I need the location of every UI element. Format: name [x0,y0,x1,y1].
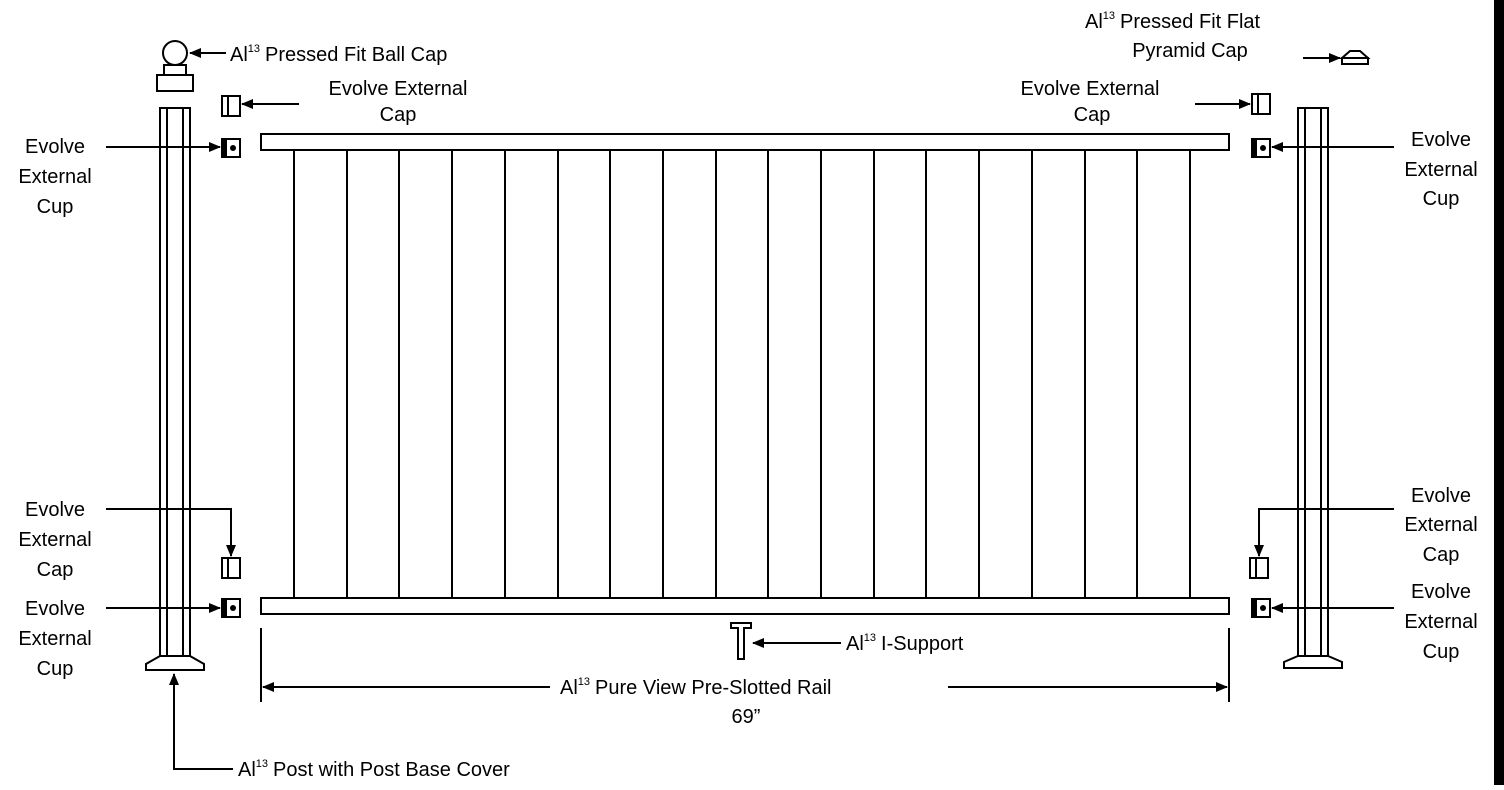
right-post [1297,107,1329,657]
pyramid-cap-label-line2: Pyramid Cap [1132,40,1248,62]
external-cap-icon [1249,557,1269,579]
left-post [159,107,191,657]
external-cup-icon [1251,598,1271,618]
external-cup-icon [1251,138,1271,158]
ext-cup-bottom-left-label-line1: Evolve [25,598,85,620]
ext-cup-bottom-left-label-line3: Cup [37,658,74,680]
bottom-rail [260,597,1230,615]
ext-cup-bottom-right-label-line3: Cup [1423,641,1460,663]
ext-cup-top-left-label-line1: Evolve [25,136,85,158]
external-cup-icon [221,598,241,618]
ext-cap-bottom-left-label-line2: External [18,529,91,551]
ball-cap-icon [156,40,194,92]
ext-cap-top-left-label-line1: Evolve External [329,78,468,100]
i-support-label: Al13 I-Support [846,632,964,655]
rail-length-label: 69” [732,706,761,728]
ext-cup-bottom-right-label-line1: Evolve [1411,581,1471,603]
ball-cap-label: Al13 Pressed Fit Ball Cap [230,43,447,66]
left-post-base-cover [145,655,205,671]
ext-cap-bottom-right-label-line2: External [1404,514,1477,536]
arrow-post [169,673,233,770]
balusters [293,150,1191,598]
rail-label: Al13 Pure View Pre-Slotted Rail [560,676,831,699]
ext-cup-bottom-right-label-line2: External [1404,611,1477,633]
ext-cap-top-right-label-line1: Evolve External [1021,78,1160,100]
post-label: Al13 Post with Post Base Cover [238,758,510,781]
i-support-icon [730,622,752,660]
external-cap-icon [1251,93,1271,115]
right-post-base-cover [1283,655,1343,669]
ext-cup-top-right-label-line3: Cup [1423,188,1460,210]
external-cup-icon [221,138,241,158]
page-edge-bar [1494,0,1504,785]
ext-cap-top-left-label-line2: Cap [380,104,417,126]
pyramid-cap-icon [1339,50,1371,65]
ext-cap-bottom-left-label-line3: Cap [37,559,74,581]
top-rail [260,133,1230,151]
ext-cap-bottom-right-label-line1: Evolve [1411,485,1471,507]
ext-cup-top-right-label-line1: Evolve [1411,129,1471,151]
ext-cup-top-left-label-line2: External [18,166,91,188]
external-cap-icon [221,557,241,579]
pyramid-cap-label-line1: Al13 Pressed Fit Flat [1085,10,1261,33]
arrow-ext-cap-bottom-left [106,508,236,557]
external-cap-icon [221,95,241,117]
ext-cup-bottom-left-label-line2: External [18,628,91,650]
ext-cap-bottom-left-label-line1: Evolve [25,499,85,521]
ext-cup-top-right-label-line2: External [1404,159,1477,181]
ext-cap-bottom-right-label-line3: Cap [1423,544,1460,566]
ext-cup-top-left-label-line3: Cup [37,196,74,218]
arrow-ext-cap-bottom-right [1254,508,1394,557]
ext-cap-top-right-label-line2: Cap [1074,104,1111,126]
